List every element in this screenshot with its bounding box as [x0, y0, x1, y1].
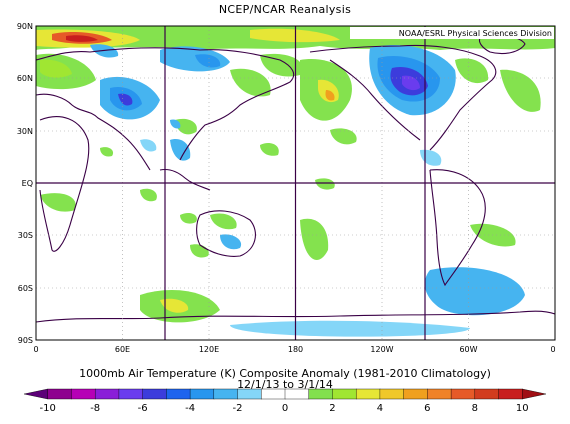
credit-box: [350, 27, 554, 39]
caption-line-2: 12/1/13 to 3/1/14: [237, 378, 333, 391]
map-frame: [35, 25, 556, 341]
region-lines: [36, 26, 555, 340]
lon-label: 0: [33, 345, 38, 354]
longitude-labels: 0 60E 120E 180 120W 60W 0: [33, 345, 555, 354]
lon-label: 180: [288, 345, 303, 354]
caption-line-1: 1000mb Air Temperature (K) Composite Ano…: [79, 367, 491, 380]
colorbar-swatch: [522, 388, 547, 400]
lon-label: 60W: [459, 345, 477, 354]
lat-label: 30N: [17, 127, 33, 136]
lat-label: 60N: [17, 74, 33, 83]
colorbar-tick-label: -6: [138, 403, 148, 414]
credit-text: NOAA/ESRL Physical Sciences Division: [399, 29, 552, 38]
colorbar: -10 -8 -6 -4 -2 0 2 4 6 8 10: [23, 388, 547, 414]
cold-anomaly-antarctic: [424, 267, 525, 316]
colorbar-tick-label: 0: [282, 403, 288, 414]
lat-label: 60S: [18, 284, 33, 293]
colorbar-tick-label: 10: [516, 403, 529, 414]
lat-label: 90S: [18, 336, 33, 345]
lon-label: 120E: [199, 345, 219, 354]
lat-label: 30S: [18, 231, 33, 240]
latitude-labels: 90N 60N 30N EQ 30S 60S 90S: [17, 22, 33, 345]
colorbar-tick-label: -10: [40, 403, 56, 414]
colorbar-tick-label: -2: [233, 403, 243, 414]
colorbar-tick-label: -8: [90, 403, 100, 414]
colorbar-tick-label: 4: [377, 403, 383, 414]
lon-label: 0: [550, 345, 555, 354]
colorbar-tick-label: 2: [329, 403, 335, 414]
lon-label: 120W: [370, 345, 393, 354]
warm-anomaly-alaska: [260, 53, 303, 77]
lat-label: 90N: [17, 22, 33, 31]
colorbar-tick-label: -4: [185, 403, 195, 414]
lat-label: EQ: [22, 179, 33, 188]
colorbar-tick-label: 6: [424, 403, 430, 414]
lon-label: 60E: [115, 345, 130, 354]
chart-title: NCEP/NCAR Reanalysis: [218, 3, 352, 16]
colorbar-tick-label: 8: [472, 403, 478, 414]
